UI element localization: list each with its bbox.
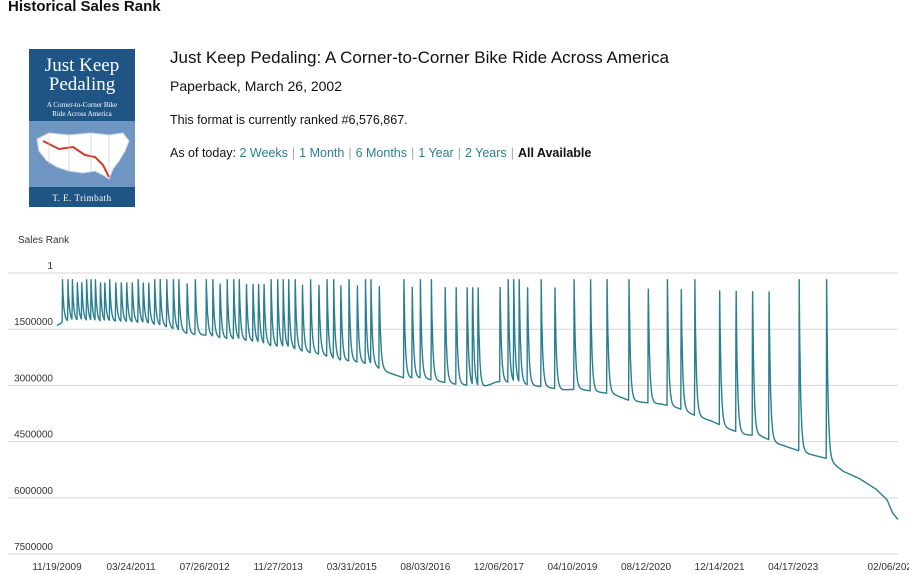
range-separator: | bbox=[291, 146, 296, 160]
y-tick-label: 3000000 bbox=[14, 373, 53, 384]
book-title: Just Keep Pedaling: A Corner-to-Corner B… bbox=[170, 48, 669, 67]
page-title: Historical Sales Rank bbox=[8, 0, 161, 15]
x-tick-label: 03/24/2011 bbox=[106, 562, 156, 573]
range-separator: | bbox=[348, 146, 352, 160]
range-selector: As of today: 2 Weeks | 1 Month | 6 Months | 1 … bbox=[170, 146, 591, 160]
x-tick-label: 08/03/2016 bbox=[400, 562, 450, 573]
book-cover-image[interactable]: Just Keep Pedaling A Corner-to-Corner Bi… bbox=[29, 49, 135, 207]
y-tick-label: 1 bbox=[47, 261, 53, 272]
cover-subtitle: A Corner-to-Corner Bike Ride Across Amer… bbox=[46, 101, 118, 118]
y-tick-label: 7500000 bbox=[14, 542, 53, 553]
range-separator: | bbox=[510, 146, 514, 160]
current-rank-text: This format is currently ranked #6,576,8… bbox=[170, 113, 408, 127]
range-label: As of today: bbox=[170, 146, 237, 160]
sales-rank-chart: Sales Rank 1 1500000 3000000 4500000 6000000 7… bbox=[8, 235, 909, 573]
y-tick-label: 4500000 bbox=[14, 430, 53, 441]
range-option-all-available[interactable]: All Available bbox=[517, 146, 592, 160]
x-tick-label: 12/06/2017 bbox=[474, 562, 524, 573]
sales-rank-series-line bbox=[56, 279, 899, 520]
x-tick-label: 11/19/2009 bbox=[32, 562, 82, 573]
cover-author: T. E. Trimbath bbox=[52, 193, 112, 203]
cover-title: Just Keep Pedaling bbox=[44, 55, 120, 95]
x-tick-label: 11/27/2013 bbox=[254, 562, 304, 573]
x-tick-label: 04/10/2019 bbox=[547, 562, 597, 573]
x-tick-label: 03/31/2015 bbox=[327, 562, 377, 573]
x-tick-label: 08/12/2020 bbox=[621, 562, 671, 573]
y-tick-label: 1500000 bbox=[14, 317, 53, 328]
range-option-1-year[interactable]: 1 Year bbox=[418, 146, 454, 160]
usa-map-icon bbox=[29, 121, 135, 187]
range-options: 2 Weeks | 1 Month | 6 Months | 1 Year | 2 Years |… bbox=[240, 146, 592, 160]
range-separator: | bbox=[411, 146, 415, 160]
range-option-6-months[interactable]: 6 Months bbox=[355, 146, 407, 160]
range-separator: | bbox=[457, 146, 461, 160]
y-axis-label: Sales Rank bbox=[18, 235, 70, 246]
x-tick-label: 12/14/2021 bbox=[695, 562, 745, 573]
x-tick-label: 02/06/2025 bbox=[867, 562, 909, 573]
range-option-2-weeks[interactable]: 2 Weeks bbox=[239, 146, 288, 160]
y-tick-label: 6000000 bbox=[14, 486, 53, 497]
book-format: Paperback, March 26, 2002 bbox=[170, 78, 342, 94]
range-option-1-month[interactable]: 1 Month bbox=[299, 146, 345, 160]
x-tick-label: 07/26/2012 bbox=[180, 562, 230, 573]
range-option-2-years[interactable]: 2 Years bbox=[464, 146, 507, 160]
x-tick-label: 04/17/2023 bbox=[768, 562, 818, 573]
